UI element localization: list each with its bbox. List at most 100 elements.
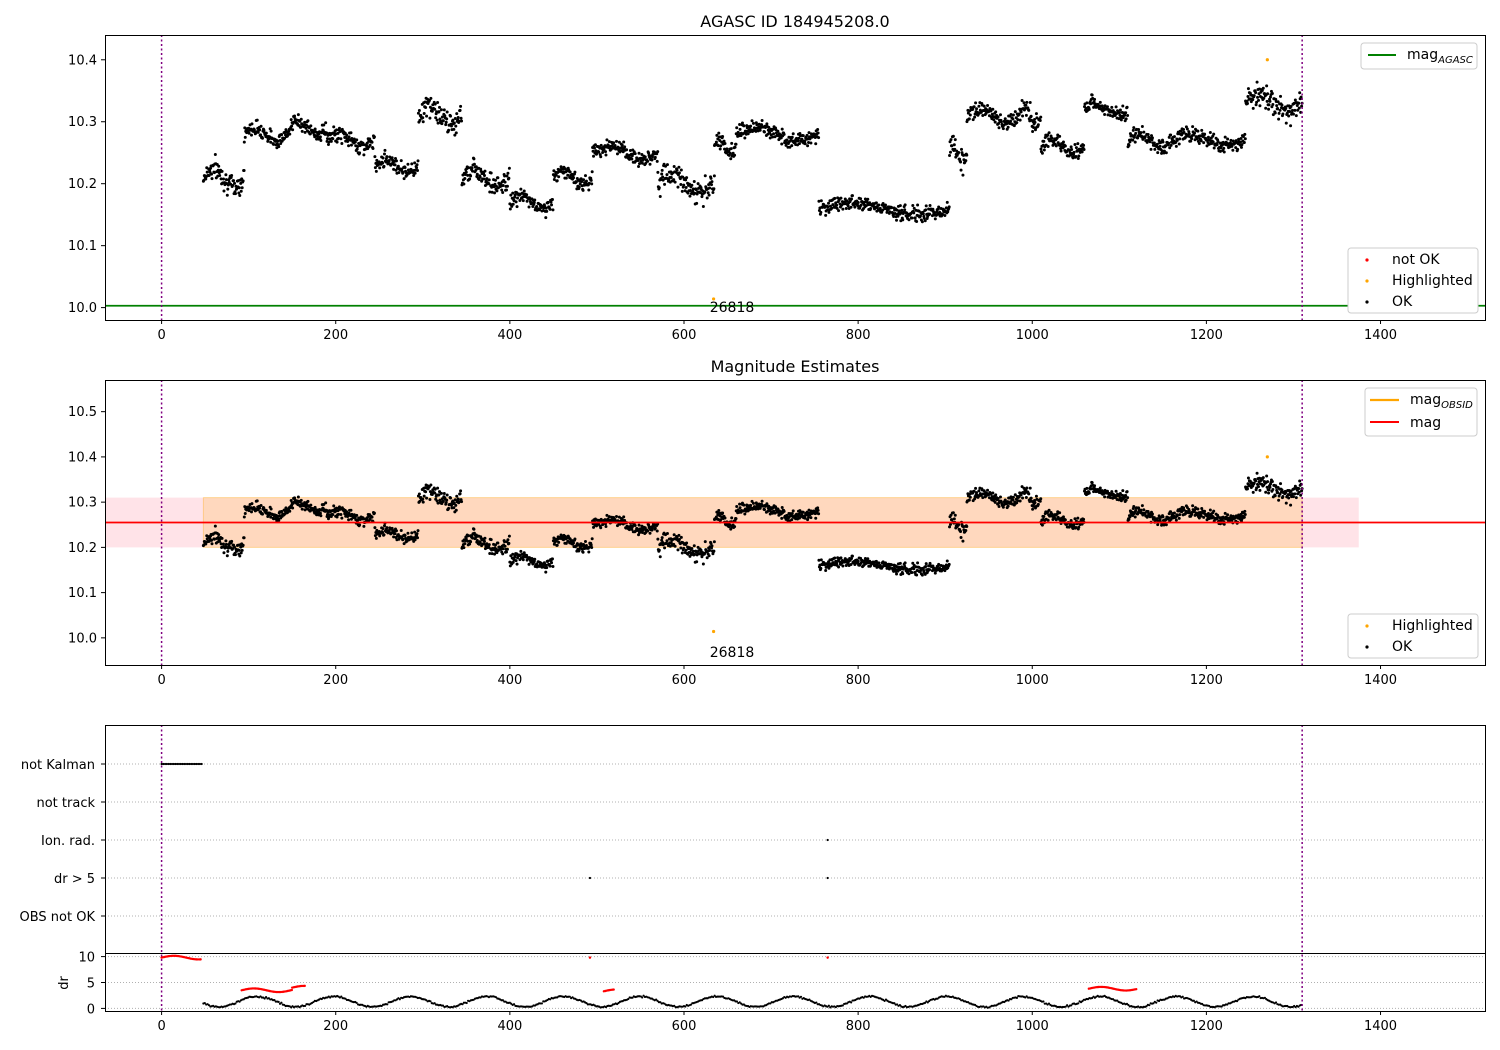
ok-point xyxy=(679,182,683,186)
ok-point xyxy=(709,176,713,180)
ok-point xyxy=(469,174,473,178)
ok-point xyxy=(544,563,548,567)
flag-point xyxy=(200,762,203,766)
ok-point xyxy=(1009,119,1013,123)
ok-point xyxy=(1039,147,1043,151)
ok-point xyxy=(1215,143,1219,147)
legend2-ok-marker xyxy=(1365,645,1369,649)
ok-point xyxy=(1182,130,1186,134)
ok-point xyxy=(656,170,660,174)
ok-point xyxy=(986,488,990,492)
ok-point xyxy=(355,147,359,151)
ok-point xyxy=(1202,141,1206,145)
ok-point xyxy=(454,131,458,135)
ok-point xyxy=(1288,493,1292,497)
ok-point xyxy=(1196,129,1200,133)
ok-point xyxy=(835,206,839,210)
ok-point xyxy=(340,142,344,146)
ok-point xyxy=(501,547,505,551)
ok-point xyxy=(696,182,700,186)
ok-point xyxy=(415,163,419,167)
agasc-plot-frame xyxy=(105,35,1486,321)
ok-point xyxy=(1189,139,1193,143)
ok-point xyxy=(1123,113,1127,117)
ok-point xyxy=(928,204,932,208)
ok-point xyxy=(416,169,420,173)
ok-point xyxy=(749,503,753,507)
ok-point xyxy=(1276,107,1280,111)
ok-point xyxy=(916,203,920,207)
ok-point xyxy=(303,508,307,512)
ok-point xyxy=(1127,143,1131,147)
ok-point xyxy=(329,139,333,143)
ok-point xyxy=(507,166,511,170)
ok-point xyxy=(895,572,899,576)
dr-point xyxy=(501,999,504,1002)
ok-point xyxy=(239,551,243,555)
ok-point xyxy=(827,210,831,214)
ok-point xyxy=(452,121,456,125)
ok-point xyxy=(637,164,641,168)
ok-point xyxy=(435,118,439,122)
flag-point xyxy=(588,876,592,880)
ok-point xyxy=(413,161,417,165)
ok-point xyxy=(607,140,611,144)
ok-point xyxy=(1132,504,1136,508)
x-tick-label: 800 xyxy=(846,673,871,688)
ok-point xyxy=(243,135,247,139)
ok-point xyxy=(723,142,727,146)
ok-point xyxy=(620,517,624,521)
ok-point xyxy=(436,501,440,505)
flag-point xyxy=(197,762,200,766)
ok-point xyxy=(959,168,963,172)
ok-point xyxy=(394,529,398,533)
y-tick-label: 10.2 xyxy=(68,177,97,192)
ok-point xyxy=(693,552,697,556)
ok-point xyxy=(877,561,881,565)
ok-point xyxy=(449,124,453,128)
ok-point xyxy=(503,174,507,178)
y-tick-label: 10.0 xyxy=(68,301,97,316)
ok-point xyxy=(952,517,956,521)
dr-point xyxy=(433,1002,436,1005)
ok-point xyxy=(655,529,659,533)
ok-point xyxy=(1251,490,1255,494)
ok-point xyxy=(1073,517,1077,521)
ok-point xyxy=(1005,122,1009,126)
ok-point xyxy=(656,537,660,541)
ok-point xyxy=(358,151,362,155)
ok-point xyxy=(1077,525,1081,529)
ok-point xyxy=(577,185,581,189)
ok-point xyxy=(831,203,835,207)
ok-point xyxy=(1050,136,1054,140)
ok-point xyxy=(708,549,712,553)
ok-point xyxy=(738,506,742,510)
ok-point xyxy=(452,127,456,131)
ok-point xyxy=(1046,518,1050,522)
ok-point xyxy=(507,534,511,538)
ok-point xyxy=(1039,115,1043,119)
ok-point xyxy=(1074,526,1078,530)
ok-point xyxy=(1038,499,1042,503)
ok-point xyxy=(1054,144,1058,148)
ok-point xyxy=(817,199,821,203)
ok-point xyxy=(249,133,253,137)
ok-point xyxy=(630,154,634,158)
ok-point xyxy=(974,101,978,105)
ok-point xyxy=(1172,511,1176,515)
ok-point xyxy=(979,110,983,114)
ok-point xyxy=(661,541,665,545)
ok-point xyxy=(1019,110,1023,114)
ok-point xyxy=(490,552,494,556)
ok-point xyxy=(911,561,915,565)
ok-point xyxy=(374,169,378,173)
ok-point xyxy=(797,136,801,140)
ok-point xyxy=(679,168,683,172)
ok-point xyxy=(243,126,247,130)
ok-point xyxy=(1178,513,1182,517)
ok-point xyxy=(612,141,616,145)
ok-point xyxy=(903,203,907,207)
ok-point xyxy=(841,207,845,211)
ok-point xyxy=(493,182,497,186)
ok-point xyxy=(996,497,1000,501)
